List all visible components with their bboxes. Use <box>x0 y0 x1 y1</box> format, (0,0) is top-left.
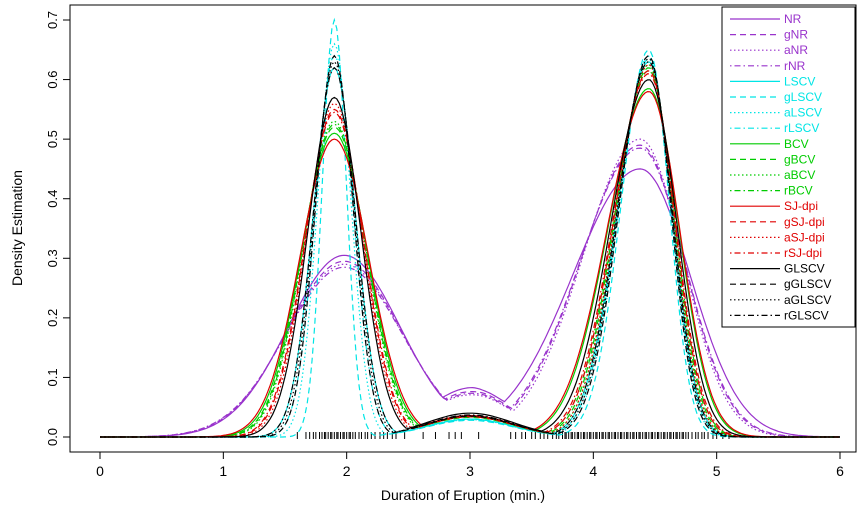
legend-entry: BCV <box>784 137 809 151</box>
y-tick-label: 0.7 <box>45 11 60 29</box>
legend-entry: aBCV <box>784 168 815 182</box>
legend-entry: SJ-dpi <box>784 199 818 213</box>
legend-entry: gBCV <box>784 152 815 166</box>
density-curves <box>100 17 840 438</box>
density-line-anr <box>100 138 840 438</box>
y-tick-label: 0.2 <box>45 309 60 327</box>
x-tick-label: 5 <box>713 463 721 479</box>
density-line-gglscv <box>100 54 840 438</box>
y-tick-label: 0.0 <box>45 428 60 446</box>
x-tick-label: 3 <box>466 463 474 479</box>
legend-entry: rSJ-dpi <box>784 246 822 260</box>
legend-entry: aLSCV <box>784 106 822 120</box>
y-axis-label: Density Estimation <box>9 170 25 286</box>
legend-entry: NR <box>784 12 802 26</box>
legend-entry: GLSCV <box>784 262 825 276</box>
y-tick-label: 0.1 <box>45 368 60 386</box>
density-line-aglscv <box>100 58 840 438</box>
x-axis-label: Duration of Eruption (min.) <box>381 487 545 503</box>
legend-entry: gNR <box>784 28 808 42</box>
legend-entry: LSCV <box>784 74 815 88</box>
legend-entry: gSJ-dpi <box>784 215 825 229</box>
x-tick-label: 4 <box>589 463 597 479</box>
density-line-rlscv <box>100 54 840 438</box>
x-tick-label: 2 <box>343 463 351 479</box>
legend-entry: gGLSCV <box>784 277 831 291</box>
y-tick-label: 0.5 <box>45 130 60 148</box>
legend-entry: gLSCV <box>784 90 822 104</box>
y-tick-label: 0.6 <box>45 71 60 89</box>
legend-entry: aGLSCV <box>784 293 831 307</box>
legend-entry: rGLSCV <box>784 308 829 322</box>
axes: 0 1 2 3 4 5 6 0.0 0.1 0.2 0.3 0.4 0.5 0.6 0.7 <box>45 11 844 479</box>
x-tick-label: 0 <box>96 463 104 479</box>
legend-box <box>721 6 856 328</box>
legend-entry: rNR <box>784 59 806 73</box>
x-tick-label: 1 <box>219 463 227 479</box>
y-tick-label: 0.4 <box>45 190 60 208</box>
rug-marks <box>296 432 730 439</box>
legend-entry: rBCV <box>784 184 813 198</box>
x-tick-label: 6 <box>836 463 844 479</box>
legend-entry: rLSCV <box>784 121 819 135</box>
density-line-rnr <box>100 147 840 438</box>
legend-entry: aNR <box>784 43 808 57</box>
y-tick-label: 0.3 <box>45 249 60 267</box>
density-line-rsj-dpi <box>100 73 840 438</box>
density-line-nr <box>100 168 840 438</box>
legend-entry: aSJ-dpi <box>784 230 825 244</box>
